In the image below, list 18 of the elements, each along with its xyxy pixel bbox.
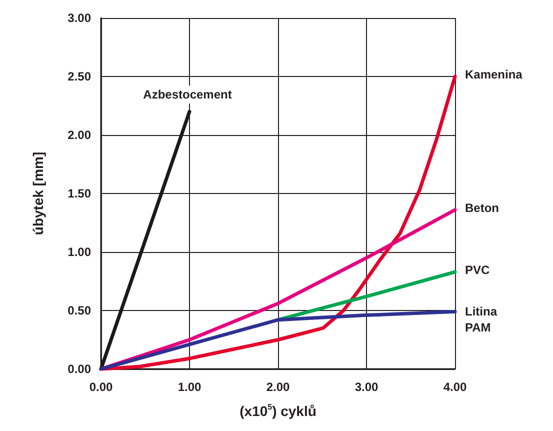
series-label: PVC [465, 262, 490, 277]
series-label: Litina PAM [465, 304, 498, 335]
x-tick-label: 2.00 [266, 380, 290, 394]
y-tick-label: 0.50 [68, 304, 92, 318]
x-tick-label: 0.00 [89, 380, 113, 394]
series-label: Beton [465, 200, 499, 215]
y-axis-title: úbytek [mm] [30, 152, 46, 236]
y-tick-label: 0.00 [68, 362, 92, 376]
y-tick-label: 3.00 [68, 11, 92, 25]
y-tick-label: 2.00 [68, 128, 92, 142]
x-tick-label: 3.00 [354, 380, 378, 394]
series-label: Azbestocement [143, 88, 232, 102]
y-tick-label: 1.00 [68, 245, 92, 259]
y-tick-label: 2.50 [68, 70, 92, 84]
series-label: Kamenina [465, 68, 523, 82]
x-tick-label: 4.00 [443, 380, 467, 394]
y-tick-label: 1.50 [68, 186, 92, 200]
x-tick-label: 1.00 [178, 380, 202, 394]
